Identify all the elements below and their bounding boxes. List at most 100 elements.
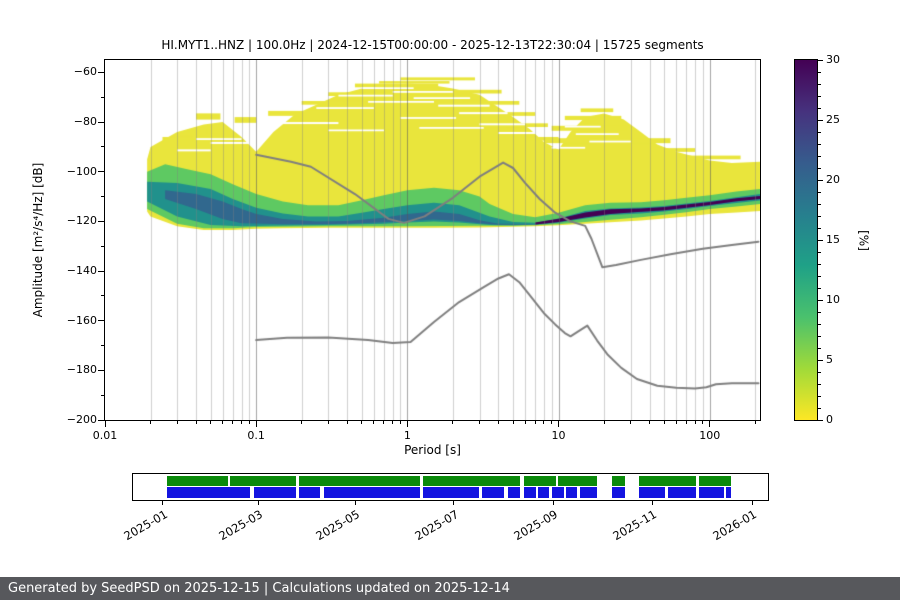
coverage-green-segment [698,476,732,486]
x-axis-label: Period [s] [404,443,461,457]
x-minor-tick-mark [685,421,687,424]
coverage-blue-segment [482,487,505,498]
colorbar-minor-tick-mark [818,107,821,109]
y-tick-mark [98,369,105,371]
colorbar-tick-mark [818,359,823,361]
x-tick-label: 10 [551,429,566,442]
coverage-blue-segment [726,487,732,498]
y-tick-label: −80 [73,115,97,129]
colorbar-minor-tick-mark [818,131,821,133]
y-tick-label: −120 [66,214,97,228]
x-minor-tick-mark [551,421,553,424]
y-tick-mark [98,171,105,173]
ppsd-heatmap-canvas [105,60,760,420]
y-tick-label: −180 [66,363,97,377]
x-minor-tick-mark [399,421,401,424]
coverage-blue-segment [552,487,564,498]
colorbar-tick-mark [818,59,823,61]
colorbar-tick-mark [818,419,823,421]
x-minor-tick-mark [327,421,329,424]
timeline-tick-label: 2025-07 [412,507,461,544]
y-tick-mark [98,419,105,421]
colorbar-tick-label: 20 [826,173,840,186]
x-minor-tick-mark [241,421,243,424]
timeline-tick-label: 2025-01 [121,507,170,544]
colorbar-minor-tick-mark [818,83,821,85]
x-minor-tick-mark [301,421,303,424]
coverage-blue-segment [580,487,597,498]
coverage-blue-segment [299,487,321,498]
x-minor-tick-mark [361,421,363,424]
timeline-tick-label: 2026-01 [710,507,760,544]
colorbar-tick-mark [818,299,823,301]
y-tick-label: −140 [66,264,97,278]
y-tick-label: −100 [66,164,97,178]
coverage-green-segment [423,476,521,486]
colorbar-tick-label: 25 [826,113,840,126]
timeline-tick-label: 2025-11 [610,507,660,544]
colorbar-minor-tick-mark [818,323,821,325]
footer-bar: Generated by SeedPSD on 2025-12-15 | Cal… [0,577,900,600]
y-tick-mark [98,220,105,222]
x-minor-tick-mark [754,421,756,424]
x-tick-label: 1 [403,429,411,442]
coverage-blue-segment [323,487,421,498]
coverage-blue-segment [639,487,666,498]
coverage-blue-segment [566,487,578,498]
coverage-blue-segment [166,487,251,498]
x-minor-tick-mark [383,421,385,424]
colorbar-minor-tick-mark [818,215,821,217]
coverage-blue-segment [667,487,696,498]
colorbar-tick-label: 0 [826,413,833,426]
timeline-tick-label: 2025-05 [313,507,363,544]
timeline-tick-mark [354,501,356,505]
x-minor-tick-mark [694,421,696,424]
coverage-green-segment [230,476,297,486]
x-minor-tick-mark [373,421,375,424]
colorbar-minor-tick-mark [818,251,821,253]
y-minor-tick-mark [101,295,105,297]
footer-text: Generated by SeedPSD on 2025-12-15 | Cal… [8,581,510,596]
y-tick-label: −200 [66,413,97,426]
x-minor-tick-mark [479,421,480,424]
colorbar-minor-tick-mark [818,395,821,397]
colorbar-tick-label: 10 [826,293,840,306]
x-minor-tick-mark [346,421,348,424]
x-minor-tick-mark [603,421,605,424]
y-minor-tick-mark [101,245,105,247]
y-tick-mark [98,121,105,123]
coverage-timeline [132,473,769,501]
x-tick-label: 0.1 [247,429,265,442]
coverage-green-segment [299,476,420,486]
y-tick-label: −160 [66,313,97,327]
colorbar-minor-tick-mark [818,95,821,97]
colorbar-minor-tick-mark [818,335,821,337]
timeline-tick-label: 2025-09 [511,507,561,544]
y-minor-tick-mark [101,96,105,98]
y-tick-mark [98,270,105,272]
x-minor-tick-mark [195,421,197,424]
x-minor-tick-mark [497,421,499,424]
y-axis-label: Amplitude [m²/s⁴/Hz] [dB] [31,162,45,318]
x-minor-tick-mark [210,421,212,424]
x-minor-tick-mark [649,421,651,424]
colorbar-minor-tick-mark [818,407,821,409]
x-minor-tick-mark [524,421,526,424]
x-minor-tick-mark [534,421,536,424]
colorbar-minor-tick-mark [818,227,821,229]
x-minor-tick-mark [663,421,665,424]
y-minor-tick-mark [101,394,105,396]
x-minor-tick-mark [150,421,151,424]
colorbar-tick-mark [818,119,823,121]
colorbar-minor-tick-mark [818,203,821,205]
y-minor-tick-mark [101,196,105,198]
colorbar-minor-tick-mark [818,311,821,313]
x-tick-label: 0.01 [92,429,118,442]
x-minor-tick-mark [176,421,178,424]
x-minor-tick-mark [675,421,677,424]
chart-title: HI.MYT1..HNZ | 100.0Hz | 2024-12-15T00:0… [161,38,704,52]
x-minor-tick-mark [392,421,394,424]
colorbar-minor-tick-mark [818,263,821,265]
colorbar-minor-tick-mark [818,143,821,145]
